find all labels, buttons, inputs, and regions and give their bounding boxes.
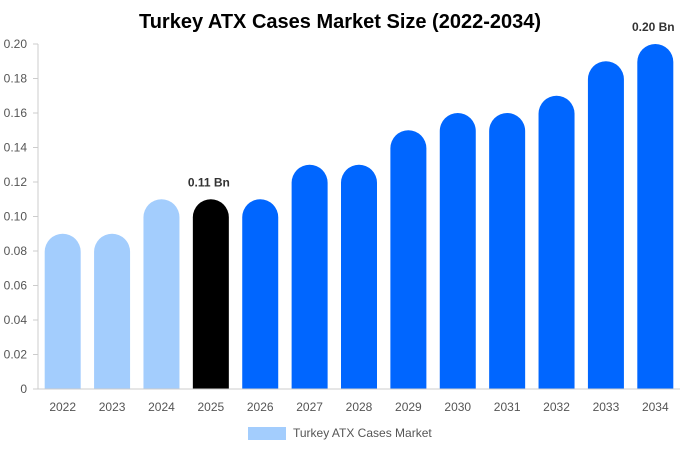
bar-2024[interactable] — [143, 199, 180, 389]
bar-2031[interactable] — [489, 112, 526, 389]
bar-2026[interactable] — [242, 199, 279, 389]
x-tick-label: 2026 — [247, 400, 274, 414]
data-label: 0.20 Bn — [632, 20, 675, 34]
legend-label: Turkey ATX Cases Market — [293, 426, 432, 440]
bar-2033[interactable] — [587, 61, 624, 389]
data-labels: 0.11 Bn 0.20 Bn — [188, 20, 675, 189]
y-tick-label: 0.02 — [4, 348, 28, 362]
x-tick-label: 2032 — [543, 400, 570, 414]
bar-2034[interactable] — [637, 44, 674, 389]
data-label: 0.11 Bn — [188, 175, 230, 189]
x-tick-label: 2031 — [494, 400, 521, 414]
bars — [44, 44, 674, 390]
y-tick-label: 0.12 — [4, 175, 28, 189]
legend[interactable]: Turkey ATX Cases Market — [248, 426, 432, 440]
x-tick-label: 2027 — [296, 400, 323, 414]
y-axis: 0 0.02 0.04 0.06 0.08 0.10 0.12 0.14 0.16 0.18 0.2… — [4, 37, 39, 396]
bar-2032[interactable] — [538, 95, 575, 389]
x-tick-label: 2029 — [395, 400, 422, 414]
legend-swatch — [248, 427, 286, 440]
bar-2029[interactable] — [390, 130, 427, 390]
x-tick-label: 2030 — [444, 400, 471, 414]
x-tick-label: 2023 — [99, 400, 126, 414]
y-tick-label: 0.14 — [4, 141, 28, 155]
x-tick-label: 2028 — [346, 400, 373, 414]
bar-2030[interactable] — [439, 113, 476, 389]
chart-title: Turkey ATX Cases Market Size (2022-2034) — [139, 11, 541, 33]
y-tick-label: 0.18 — [4, 72, 28, 86]
bar-2022[interactable] — [44, 233, 81, 389]
y-tick-label: 0.16 — [4, 106, 28, 120]
x-tick-label: 2025 — [197, 400, 224, 414]
y-tick-label: 0.10 — [4, 210, 28, 224]
x-axis: 2022 2023 2024 2025 2026 2027 2028 2029 2030 2031… — [38, 388, 680, 414]
bar-2028[interactable] — [341, 164, 377, 389]
y-tick-label: 0.20 — [4, 37, 28, 51]
y-tick-label: 0.04 — [4, 313, 28, 327]
bar-2027[interactable] — [291, 164, 328, 389]
bar-2023[interactable] — [94, 233, 131, 389]
y-tick-label: 0.06 — [4, 279, 28, 293]
x-tick-label: 2034 — [642, 400, 669, 414]
x-tick-label: 2033 — [593, 400, 620, 414]
y-tick-label: 0.08 — [4, 244, 28, 258]
x-tick-label: 2022 — [49, 400, 76, 414]
bar-2025[interactable] — [192, 199, 229, 389]
x-tick-label: 2024 — [148, 400, 175, 414]
y-tick-label: 0 — [20, 382, 27, 396]
